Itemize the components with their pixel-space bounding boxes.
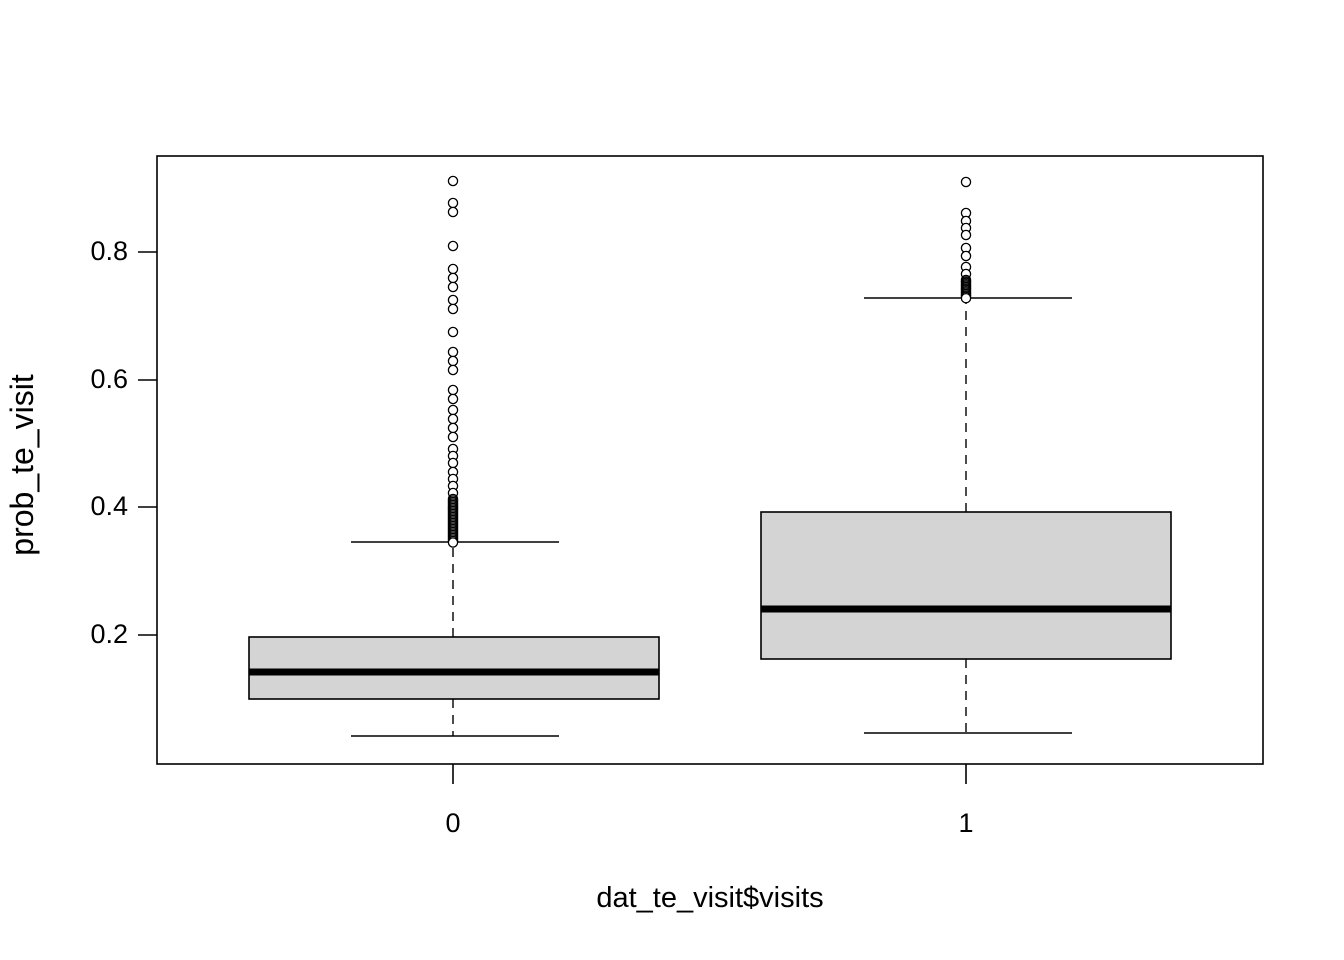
svg-text:0.6: 0.6 xyxy=(90,364,128,394)
svg-text:1: 1 xyxy=(958,808,973,838)
svg-text:0.2: 0.2 xyxy=(90,619,128,649)
svg-text:0.8: 0.8 xyxy=(90,236,128,266)
svg-text:0.4: 0.4 xyxy=(90,491,128,521)
svg-text:0: 0 xyxy=(445,808,460,838)
svg-text:prob_te_visit: prob_te_visit xyxy=(4,374,40,556)
svg-text:dat_te_visit$visits: dat_te_visit$visits xyxy=(596,882,823,914)
